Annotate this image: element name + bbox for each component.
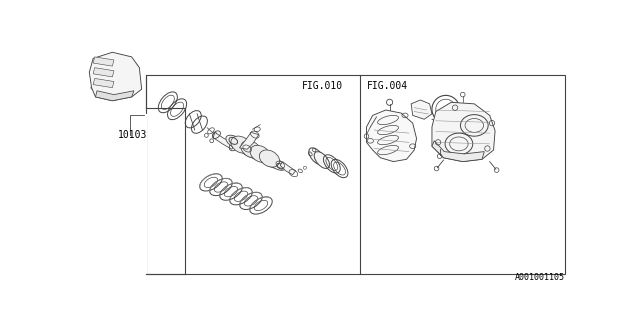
Text: FIG.010: FIG.010 [302,81,344,91]
Ellipse shape [253,149,274,164]
Ellipse shape [250,145,270,163]
Polygon shape [93,78,114,88]
Polygon shape [432,141,484,162]
Polygon shape [90,52,141,101]
Polygon shape [367,110,417,162]
Polygon shape [239,132,259,149]
Text: FIG.004: FIG.004 [367,81,408,91]
Polygon shape [93,68,114,77]
Ellipse shape [245,145,268,161]
Polygon shape [411,100,432,119]
Polygon shape [213,132,236,149]
Ellipse shape [260,154,280,168]
Polygon shape [432,102,495,162]
Ellipse shape [268,157,285,170]
Ellipse shape [314,152,330,168]
Text: A001001105: A001001105 [515,273,565,282]
Ellipse shape [238,142,260,158]
Ellipse shape [231,136,251,153]
Ellipse shape [309,148,324,164]
Ellipse shape [234,140,253,154]
Polygon shape [93,57,114,66]
Ellipse shape [241,141,261,158]
Polygon shape [280,162,296,175]
Text: 10103: 10103 [118,130,147,140]
Ellipse shape [226,135,245,149]
Bar [147,75,565,274]
Ellipse shape [259,150,280,167]
Polygon shape [95,91,134,101]
